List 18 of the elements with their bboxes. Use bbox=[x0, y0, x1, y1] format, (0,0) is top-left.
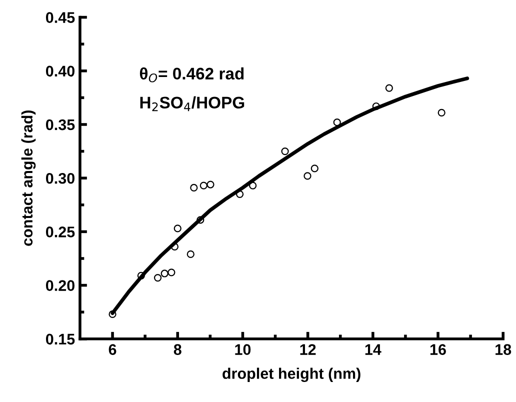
y-axis-title: contact angle (rad) bbox=[21, 110, 36, 246]
y-tick-label: 0.40 bbox=[46, 66, 74, 77]
x-tick-label: 12 bbox=[300, 344, 316, 355]
x-axis-title: droplet height (nm) bbox=[222, 368, 360, 382]
x-tick-label: 6 bbox=[108, 344, 116, 355]
y-tick-label: 0.20 bbox=[46, 280, 74, 291]
x-tick-label: 10 bbox=[235, 344, 251, 355]
y-tick-label: 0.25 bbox=[46, 226, 75, 238]
x-tick-label: 18 bbox=[496, 344, 512, 355]
x-tick-label: 14 bbox=[365, 344, 382, 355]
y-tick-label: 0.15 bbox=[46, 334, 75, 345]
y-tick-label: 0.35 bbox=[46, 119, 75, 130]
y-tick-label: 0.45 bbox=[46, 12, 75, 23]
annotation: θ$_{O}$= 0.462 rad bbox=[140, 67, 244, 82]
x-tick-label: 8 bbox=[174, 344, 182, 355]
x-tick-label: 16 bbox=[430, 344, 446, 355]
annotation: H$_{2}$SO$_{4}$/HOPG bbox=[140, 96, 244, 112]
y-tick-label: 0.30 bbox=[46, 172, 74, 184]
